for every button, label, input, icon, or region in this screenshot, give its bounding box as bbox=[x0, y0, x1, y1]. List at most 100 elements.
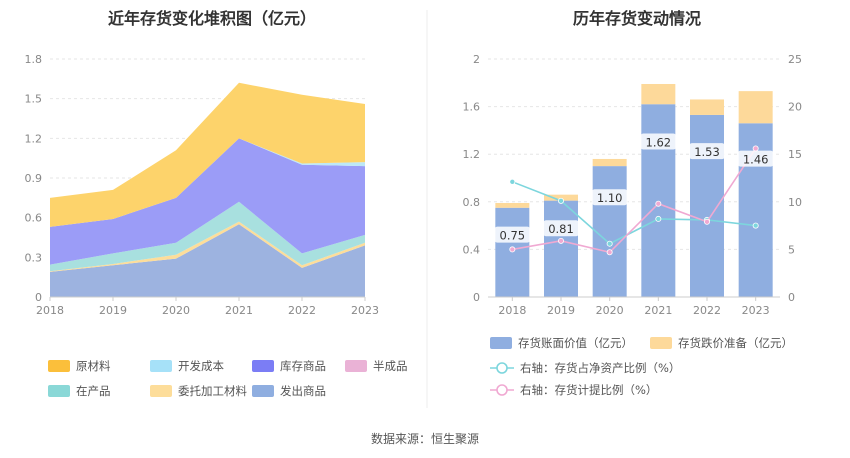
line-point bbox=[655, 215, 662, 222]
right-bars bbox=[495, 83, 773, 298]
legend-label: 存货账面价值（亿元） bbox=[518, 336, 633, 350]
right-x-tick-label: 2018 bbox=[498, 304, 526, 317]
area-在产品 bbox=[50, 201, 365, 272]
right-x-tick-label: 2023 bbox=[742, 304, 770, 317]
legend-swatch bbox=[48, 360, 70, 372]
bar-impairment bbox=[592, 158, 627, 167]
legend-swatch bbox=[150, 385, 172, 397]
right-left-y-tick-label: 0.4 bbox=[463, 243, 481, 256]
left-x-tick-label: 2021 bbox=[225, 304, 253, 317]
bar-book-value bbox=[641, 104, 676, 297]
legend-swatch bbox=[252, 360, 274, 372]
line-point bbox=[509, 246, 516, 253]
right-right-y-tick-label: 25 bbox=[788, 53, 802, 66]
line-point bbox=[606, 240, 613, 247]
area-发出商品 bbox=[50, 224, 365, 297]
right-x-tick-label: 2019 bbox=[547, 304, 575, 317]
legend-label: 开发成本 bbox=[178, 359, 224, 373]
legend-label: 原材料 bbox=[76, 359, 111, 373]
right-x-tick-label: 2021 bbox=[644, 304, 672, 317]
bar-impairment bbox=[544, 194, 578, 201]
bar-label-bg bbox=[640, 133, 677, 150]
right-left-y-tick-label: 0 bbox=[473, 291, 480, 304]
right-right-y-tick-label: 10 bbox=[788, 196, 802, 209]
line-point bbox=[752, 222, 759, 229]
left-x-tick-label: 2020 bbox=[162, 304, 190, 317]
right-left-y-tick-label: 1.2 bbox=[463, 148, 481, 161]
line-右轴：存货计提比例（%） bbox=[512, 148, 757, 254]
left-x-tick-label: 2022 bbox=[288, 304, 316, 317]
bar-value-label: 1.10 bbox=[597, 191, 623, 205]
inventory-change-bar-chart: 历年存货变动情况 0.75 0.811.101.621.531.46 00.40.… bbox=[463, 9, 803, 397]
legend-marker bbox=[496, 384, 508, 396]
left-y-axis: 0 0.3 0.6 0.9 1.2 1.5 1.8 bbox=[25, 53, 43, 304]
data-source: 数据来源：恒生聚源 bbox=[371, 431, 479, 446]
bar-label-bg bbox=[591, 189, 628, 206]
left-x-tick-label: 2023 bbox=[351, 304, 379, 317]
left-y-tick-label: 0.6 bbox=[25, 212, 43, 225]
bar-label-bg bbox=[543, 220, 579, 237]
legend-swatch bbox=[650, 337, 672, 349]
right-right-y-tick-label: 20 bbox=[788, 101, 802, 114]
legend-label: 在产品 bbox=[76, 384, 111, 398]
bar-book-value bbox=[592, 166, 627, 297]
right-left-y-tick-label: 1.6 bbox=[463, 101, 481, 114]
legend-swatch bbox=[150, 360, 172, 372]
left-y-tick-label: 1.2 bbox=[25, 132, 43, 145]
right-left-y-axis: 0 0.4 0.8 1.2 1.6 2 bbox=[463, 53, 481, 304]
bar-value-label: 1.53 bbox=[694, 145, 720, 159]
line-point bbox=[655, 200, 662, 207]
right-left-y-tick-label: 2 bbox=[473, 53, 480, 66]
bar-book-value bbox=[544, 200, 578, 297]
right-bar-labels: 0.75 0.81 1.10 1.62 1.53 1.46 bbox=[494, 133, 774, 243]
legend-label: 存货跌价准备（亿元） bbox=[678, 336, 793, 350]
bar-value-label: 1.62 bbox=[646, 135, 672, 149]
bar-value-label: 1.46 bbox=[743, 153, 769, 167]
bar-impairment bbox=[738, 91, 773, 124]
bar-value-label: 0.75 bbox=[500, 229, 526, 243]
bar-label-bg bbox=[494, 226, 531, 243]
legend-label: 半成品 bbox=[373, 359, 408, 373]
legend-label: 库存商品 bbox=[280, 359, 326, 373]
legend-swatch bbox=[490, 337, 512, 349]
legend-label: 委托加工材料 bbox=[178, 384, 247, 398]
line-point bbox=[704, 218, 711, 225]
left-y-tick-label: 0 bbox=[35, 291, 42, 304]
inventory-stacked-area-chart: 近年存货变化堆积图（亿元） 0 0.3 0.6 0.9 1.2 1.5 1.8 2018 20… bbox=[25, 9, 408, 398]
left-x-tick-label: 2018 bbox=[36, 304, 64, 317]
left-x-tick-label: 2019 bbox=[99, 304, 127, 317]
bar-value-label: 0.81 bbox=[548, 222, 574, 236]
line-point bbox=[752, 145, 759, 152]
legend-label: 发出商品 bbox=[280, 384, 326, 398]
left-y-tick-label: 0.3 bbox=[25, 251, 43, 264]
line-右轴：存货占净资产比例（%） bbox=[512, 181, 756, 245]
bar-label-bg bbox=[737, 150, 774, 167]
left-y-tick-label: 1.5 bbox=[25, 93, 43, 106]
right-legend: 存货账面价值（亿元） 存货跌价准备（亿元） 右轴：存货占净资产比例（%） 右轴：存货计… bbox=[490, 336, 793, 397]
right-x-tick-label: 2022 bbox=[693, 304, 721, 317]
line-point bbox=[558, 237, 565, 244]
right-x-axis: 2018 2019 2020 2021 2022 2023 bbox=[488, 296, 780, 317]
right-right-y-axis: 0 5 10 15 20 25 bbox=[788, 53, 802, 304]
line-point bbox=[509, 178, 516, 185]
area-库存商品 bbox=[50, 138, 365, 265]
right-lines bbox=[509, 145, 759, 256]
legend-swatch bbox=[48, 385, 70, 397]
left-y-tick-label: 1.8 bbox=[25, 53, 43, 66]
legend-swatch bbox=[252, 385, 274, 397]
bar-book-value bbox=[690, 114, 724, 298]
left-chart-title: 近年存货变化堆积图（亿元） bbox=[108, 9, 316, 28]
area-原材料 bbox=[50, 82, 365, 227]
legend-label: 右轴：存货占净资产比例（%） bbox=[520, 361, 680, 375]
left-y-tick-label: 0.9 bbox=[25, 172, 43, 185]
right-right-y-tick-label: 5 bbox=[788, 243, 795, 256]
right-right-y-tick-label: 0 bbox=[788, 291, 795, 304]
bar-impairment bbox=[641, 83, 676, 105]
right-right-y-tick-label: 15 bbox=[788, 148, 802, 161]
left-areas bbox=[50, 82, 365, 297]
right-chart-title: 历年存货变动情况 bbox=[573, 9, 701, 28]
bar-impairment bbox=[495, 202, 530, 208]
line-point bbox=[606, 249, 613, 256]
